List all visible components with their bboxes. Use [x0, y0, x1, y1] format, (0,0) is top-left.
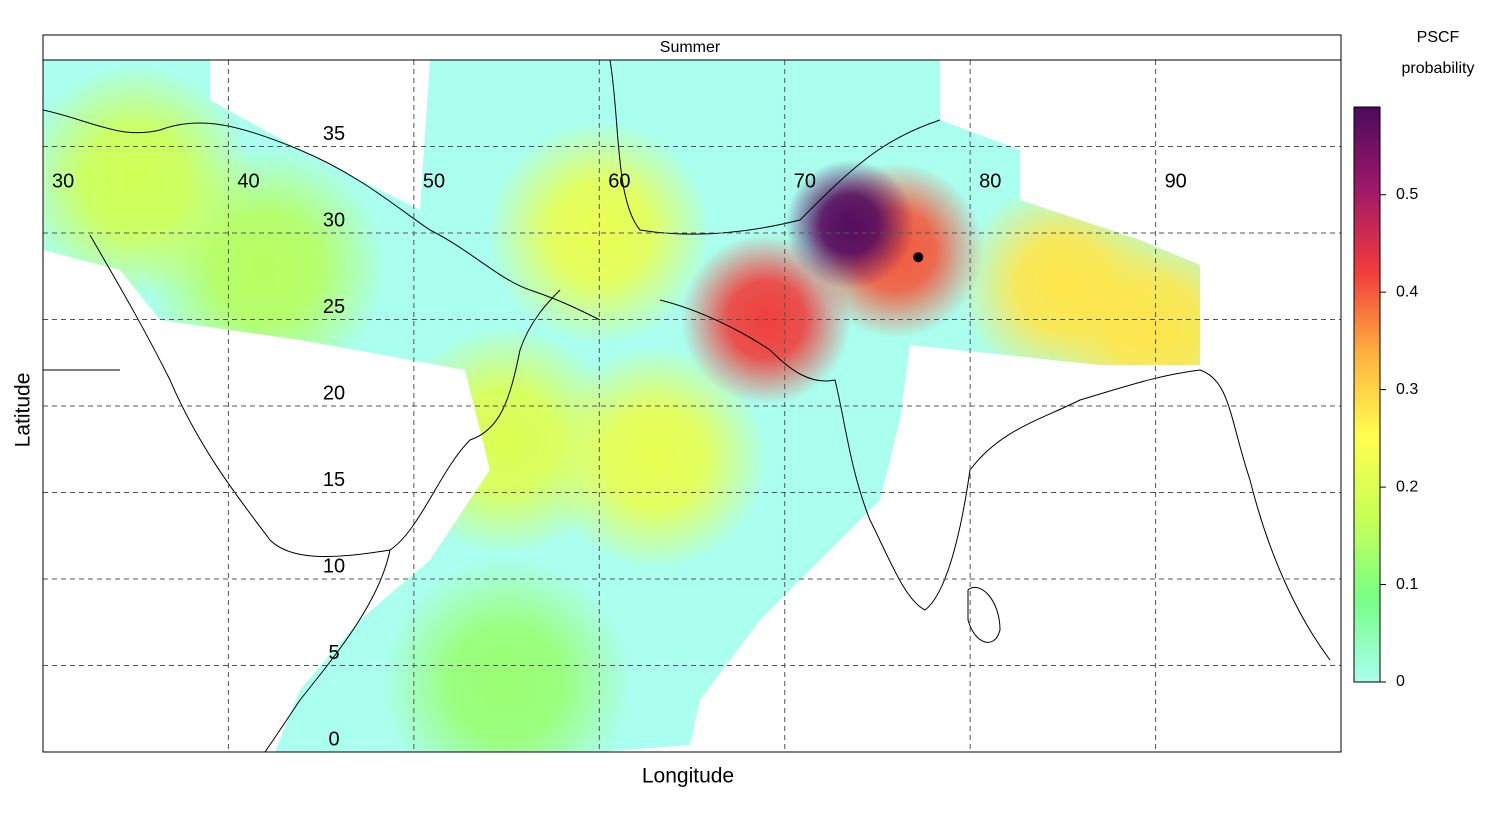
- y-tick-label: 30: [323, 209, 345, 231]
- x-tick-label: 50: [423, 170, 445, 192]
- y-tick-label: 15: [323, 469, 345, 491]
- colorbar-tick-label: 0.4: [1396, 283, 1418, 300]
- grid: [43, 60, 1341, 752]
- pscf-hotspot: [785, 159, 915, 289]
- colorbar: [1353, 106, 1381, 683]
- y-tick-label: 20: [323, 382, 345, 404]
- colorbar-tick-label: 0.3: [1396, 381, 1418, 398]
- colorbar-tick-label: 0: [1396, 673, 1405, 690]
- coastlines: [43, 60, 1331, 752]
- colorbar-tick-label: 0.2: [1396, 478, 1418, 495]
- y-tick-label: 0: [328, 728, 339, 750]
- y-tick-label: 5: [328, 642, 339, 664]
- y-tick-label: 35: [323, 123, 345, 145]
- x-tick-label: 90: [1165, 170, 1187, 192]
- pscf-hotspot: [382, 558, 631, 752]
- x-tick-label: 70: [794, 170, 816, 192]
- receptor-site: [913, 252, 924, 263]
- coastline: [264, 299, 1331, 752]
- y-axis-label: Latitude: [12, 373, 35, 448]
- colorbar-title: probability: [1402, 60, 1475, 77]
- x-tick-label: 80: [979, 170, 1001, 192]
- strip-title: Summer: [660, 39, 721, 56]
- x-tick-label: 40: [237, 170, 259, 192]
- x-tick-label: 60: [608, 170, 630, 192]
- pscf-hotspot: [1051, 224, 1200, 432]
- colorbar-tick-label: 0.1: [1396, 576, 1418, 593]
- y-tick-label: 25: [323, 296, 345, 318]
- x-tick-label: 30: [52, 170, 74, 192]
- x-axis-label: Longitude: [642, 765, 734, 788]
- pscf-field: [43, 60, 1200, 752]
- strip: [42, 34, 1342, 61]
- colorbar-title: PSCF: [1417, 29, 1460, 46]
- coastline: [609, 60, 1001, 643]
- coastline: [43, 109, 601, 558]
- y-tick-label: 10: [323, 555, 345, 577]
- colorbar-tick-label: 0.5: [1396, 186, 1418, 203]
